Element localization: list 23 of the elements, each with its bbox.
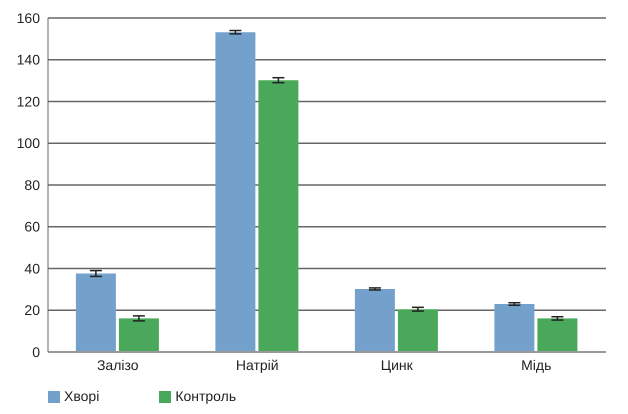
y-tick-label: 80 xyxy=(24,176,40,193)
bar xyxy=(258,80,298,352)
legend-label: Контроль xyxy=(175,388,236,404)
x-tick-label: Цинк xyxy=(380,356,414,373)
y-tick-label: 20 xyxy=(24,302,40,318)
y-tick-label: 60 xyxy=(24,218,40,235)
bar xyxy=(398,309,438,352)
legend-label: Хворі xyxy=(64,388,100,404)
y-tick-label: 40 xyxy=(24,260,40,276)
bar xyxy=(494,304,534,352)
y-tick-label: 120 xyxy=(16,93,40,110)
x-tick-label: Залізо xyxy=(96,356,139,373)
y-tick-label: 0 xyxy=(32,344,40,360)
y-tick-label: 140 xyxy=(16,52,40,68)
y-tick-label: 160 xyxy=(16,10,40,26)
bar xyxy=(354,288,395,352)
bar xyxy=(537,318,578,352)
x-tick-label: Мідь xyxy=(521,356,552,373)
bar xyxy=(76,274,116,352)
bar xyxy=(215,32,256,352)
x-tick-label: Натрій xyxy=(236,356,279,373)
bar xyxy=(118,318,159,352)
y-tick-label: 100 xyxy=(16,135,40,152)
